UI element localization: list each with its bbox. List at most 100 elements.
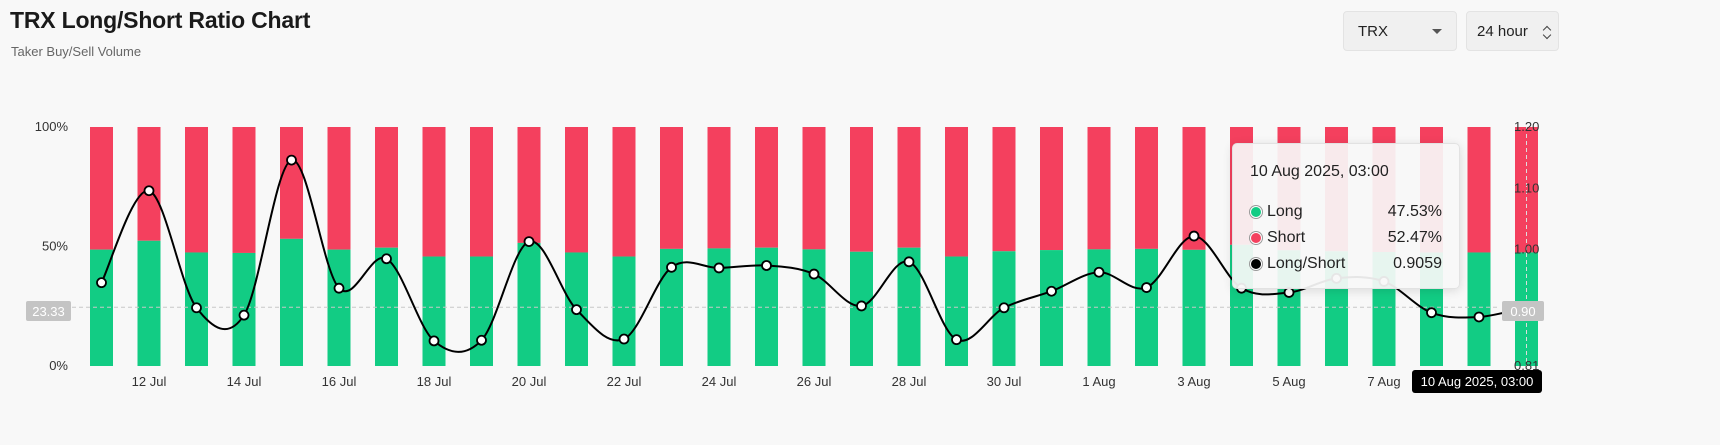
tooltip-value-long: 47.53% (1387, 203, 1442, 220)
crosshair-left-value-tag: 23.33 (26, 301, 71, 321)
tooltip-row-ratio: Long/Short 0.9059 (1250, 251, 1442, 277)
right-axis-tick: 0.81 (1514, 358, 1539, 373)
interval-select[interactable]: 24 hour (1466, 11, 1559, 51)
short-bar[interactable] (90, 127, 113, 250)
left-axis-tick: 0% (49, 358, 68, 373)
short-bar[interactable] (1135, 127, 1158, 249)
ratio-point[interactable] (571, 304, 582, 316)
ratio-point[interactable] (286, 154, 297, 166)
ratio-point[interactable] (1426, 307, 1437, 319)
long-bar[interactable] (1182, 249, 1206, 366)
short-bar[interactable] (327, 127, 351, 250)
long-bar[interactable] (1467, 252, 1491, 366)
ratio-point[interactable] (523, 236, 535, 247)
short-dot-icon (1250, 232, 1262, 244)
ratio-point[interactable] (856, 300, 867, 312)
tooltip-value-short: 52.47% (1387, 229, 1442, 246)
short-bar[interactable] (470, 127, 493, 257)
long-bar[interactable] (660, 248, 683, 366)
short-bar[interactable] (612, 127, 636, 257)
short-bar[interactable] (850, 127, 873, 252)
ratio-points (96, 154, 1532, 347)
short-bar[interactable] (517, 127, 541, 243)
short-bar[interactable] (1467, 127, 1491, 253)
ratio-point[interactable] (618, 333, 630, 345)
ratio-point[interactable] (1283, 287, 1295, 298)
short-bar[interactable] (707, 127, 731, 249)
short-bar[interactable] (802, 127, 826, 250)
short-bar[interactable] (945, 127, 968, 257)
ratio-point[interactable] (191, 302, 202, 314)
short-bar[interactable] (1040, 127, 1063, 251)
left-axis: 0% 50% 100% (35, 119, 69, 373)
long-bar[interactable] (375, 247, 398, 366)
short-bar[interactable] (280, 127, 303, 239)
ratio-point[interactable] (1093, 266, 1105, 278)
long-bar[interactable] (1087, 249, 1111, 366)
ratio-point[interactable] (1046, 285, 1057, 297)
ratio-point[interactable] (951, 334, 962, 346)
short-bar[interactable] (422, 127, 446, 257)
short-bar[interactable] (755, 127, 778, 248)
tooltip-label-ratio: Long/Short (1267, 255, 1346, 272)
short-bar[interactable] (1087, 127, 1111, 250)
x-axis-tick: 12 Jul (132, 374, 167, 389)
ratio-point[interactable] (476, 334, 487, 346)
ratio-point[interactable] (998, 302, 1010, 314)
short-bar[interactable] (375, 127, 398, 248)
ratio-point[interactable] (428, 335, 440, 347)
long-bar[interactable] (945, 256, 968, 366)
tooltip-date: 10 Aug 2025, 03:00 (1250, 163, 1389, 180)
ratio-point[interactable] (143, 185, 155, 197)
long-dot-icon (1250, 206, 1262, 218)
long-bar[interactable] (517, 242, 541, 366)
long-bar[interactable] (280, 238, 303, 366)
ratio-point[interactable] (761, 260, 772, 271)
symbol-select[interactable]: TRX (1343, 11, 1457, 51)
x-axis-tick: 24 Jul (702, 374, 737, 389)
ratio-point[interactable] (1188, 230, 1200, 242)
long-bar[interactable] (90, 249, 113, 366)
x-axis: 12 Jul 14 Jul 16 Jul 18 Jul 20 Jul 22 Jul 24 J… (132, 374, 1401, 389)
short-bar[interactable] (1515, 127, 1538, 253)
ratio-point[interactable] (1473, 311, 1485, 323)
long-bar[interactable] (137, 240, 161, 366)
short-bar[interactable] (232, 127, 256, 253)
ratio-point[interactable] (381, 253, 392, 265)
x-axis-tick: 26 Jul (797, 374, 832, 389)
long-bar[interactable] (422, 256, 446, 366)
ratio-point[interactable] (96, 277, 107, 289)
ratio-point[interactable] (666, 261, 677, 273)
ratio-point[interactable] (238, 309, 250, 321)
x-axis-tick: 3 Aug (1177, 374, 1210, 389)
ratio-point[interactable] (713, 262, 725, 274)
long-bar[interactable] (470, 256, 493, 366)
short-bar[interactable] (185, 127, 208, 253)
x-axis-tick: 20 Jul (512, 374, 547, 389)
short-bar[interactable] (660, 127, 683, 249)
short-bar[interactable] (992, 127, 1016, 252)
right-axis-tick: 1.00 (1514, 242, 1539, 257)
long-bar[interactable] (327, 249, 351, 366)
short-bar[interactable] (897, 127, 921, 248)
ratio-point[interactable] (1141, 282, 1152, 293)
bar-layer (90, 127, 1538, 366)
left-axis-tick: 100% (35, 119, 69, 134)
short-bar[interactable] (137, 127, 161, 241)
tooltip-row-short: Short 52.47% (1250, 225, 1442, 251)
ratio-point[interactable] (333, 282, 345, 294)
long-bar[interactable] (612, 256, 636, 366)
page-title: TRX Long/Short Ratio Chart (10, 7, 311, 33)
x-axis-tick: 1 Aug (1082, 374, 1115, 389)
page-subtitle: Taker Buy/Sell Volume (11, 44, 142, 59)
x-axis-tick: 30 Jul (987, 374, 1022, 389)
short-bar[interactable] (1182, 127, 1206, 250)
ratio-point[interactable] (808, 268, 820, 280)
x-axis-tick: 22 Jul (607, 374, 642, 389)
long-bar[interactable] (232, 252, 256, 366)
long-bar[interactable] (1040, 250, 1063, 366)
x-axis-tick: 7 Aug (1367, 374, 1400, 389)
ratio-point[interactable] (903, 256, 915, 268)
short-bar[interactable] (565, 127, 588, 253)
